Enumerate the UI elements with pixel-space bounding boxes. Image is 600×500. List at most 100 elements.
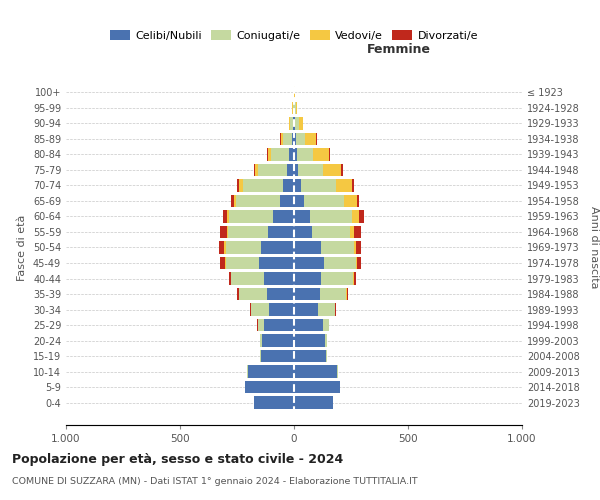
Bar xyxy=(260,334,262,347)
Bar xyxy=(266,288,294,300)
Bar xyxy=(292,132,294,145)
Bar xyxy=(352,210,359,223)
Bar xyxy=(304,194,344,207)
Bar xyxy=(325,334,326,347)
Bar xyxy=(322,241,355,254)
Bar xyxy=(243,179,283,192)
Bar xyxy=(355,241,356,254)
Bar xyxy=(352,179,355,192)
Bar xyxy=(294,256,323,270)
Bar xyxy=(220,226,227,238)
Bar xyxy=(313,148,329,161)
Bar xyxy=(336,179,352,192)
Bar xyxy=(294,288,320,300)
Bar xyxy=(254,396,294,409)
Bar xyxy=(356,194,359,207)
Bar xyxy=(259,256,294,270)
Bar xyxy=(296,102,297,114)
Bar xyxy=(296,132,305,145)
Bar xyxy=(220,256,225,270)
Bar xyxy=(341,164,343,176)
Bar xyxy=(227,226,228,238)
Bar xyxy=(354,272,356,285)
Bar xyxy=(294,272,322,285)
Bar xyxy=(283,179,294,192)
Bar xyxy=(283,132,292,145)
Bar xyxy=(322,272,353,285)
Bar xyxy=(337,365,338,378)
Bar xyxy=(289,148,294,161)
Bar xyxy=(261,241,294,254)
Bar xyxy=(261,350,294,362)
Bar xyxy=(280,194,294,207)
Bar xyxy=(359,210,364,223)
Bar xyxy=(239,179,242,192)
Bar xyxy=(281,132,283,145)
Bar xyxy=(294,226,312,238)
Bar xyxy=(229,210,274,223)
Bar xyxy=(247,365,248,378)
Bar xyxy=(323,164,341,176)
Bar xyxy=(294,303,318,316)
Bar xyxy=(226,241,261,254)
Bar xyxy=(254,164,255,176)
Bar xyxy=(353,272,354,285)
Bar xyxy=(294,210,310,223)
Bar xyxy=(320,288,346,300)
Bar xyxy=(219,241,224,254)
Bar xyxy=(294,117,295,130)
Bar xyxy=(251,303,269,316)
Bar xyxy=(269,303,294,316)
Legend: Celibi/Nubili, Coniugati/e, Vedovi/e, Divorzati/e: Celibi/Nubili, Coniugati/e, Vedovi/e, Di… xyxy=(106,26,482,46)
Bar xyxy=(271,148,289,161)
Bar xyxy=(245,380,294,394)
Bar xyxy=(295,102,296,114)
Bar xyxy=(356,256,361,270)
Bar xyxy=(224,241,226,254)
Bar xyxy=(293,117,294,130)
Bar xyxy=(326,350,327,362)
Bar xyxy=(232,272,265,285)
Text: COMUNE DI SUZZARA (MN) - Dati ISTAT 1° gennaio 2024 - Elaborazione TUTTITALIA.IT: COMUNE DI SUZZARA (MN) - Dati ISTAT 1° g… xyxy=(12,478,418,486)
Bar xyxy=(355,226,361,238)
Text: Femmine: Femmine xyxy=(367,43,431,56)
Bar xyxy=(225,256,226,270)
Bar xyxy=(227,210,229,223)
Bar xyxy=(294,194,304,207)
Bar xyxy=(294,179,301,192)
Bar xyxy=(233,194,236,207)
Bar xyxy=(226,256,259,270)
Bar xyxy=(347,288,349,300)
Bar xyxy=(289,117,290,130)
Bar xyxy=(257,164,287,176)
Bar xyxy=(294,334,325,347)
Bar xyxy=(323,318,329,332)
Bar xyxy=(262,334,294,347)
Text: Popolazione per età, sesso e stato civile - 2024: Popolazione per età, sesso e stato civil… xyxy=(12,452,343,466)
Bar xyxy=(310,210,352,223)
Bar xyxy=(356,241,361,254)
Bar xyxy=(305,132,316,145)
Bar xyxy=(257,318,265,332)
Bar xyxy=(297,148,313,161)
Bar xyxy=(274,210,294,223)
Bar xyxy=(268,226,294,238)
Bar xyxy=(260,350,261,362)
Bar xyxy=(294,365,337,378)
Bar xyxy=(229,272,231,285)
Bar xyxy=(295,117,299,130)
Bar xyxy=(344,194,357,207)
Bar xyxy=(294,396,333,409)
Bar xyxy=(265,272,294,285)
Bar xyxy=(290,117,293,130)
Bar xyxy=(236,194,280,207)
Bar xyxy=(255,164,257,176)
Bar xyxy=(238,179,239,192)
Bar xyxy=(237,288,239,300)
Bar xyxy=(223,210,227,223)
Bar xyxy=(299,117,303,130)
Bar xyxy=(294,132,296,145)
Bar xyxy=(267,148,268,161)
Bar xyxy=(298,164,323,176)
Bar xyxy=(228,226,268,238)
